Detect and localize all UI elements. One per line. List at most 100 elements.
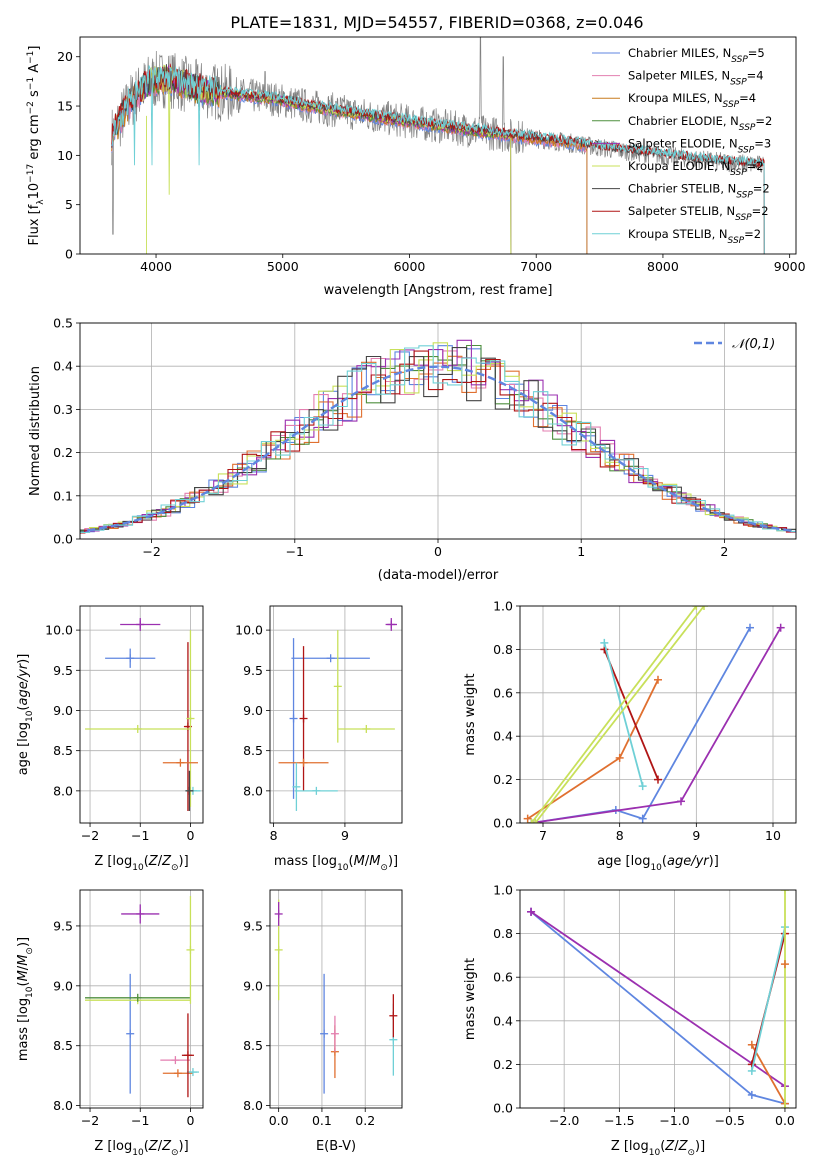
y-tick-label: 9.0: [53, 978, 73, 993]
y-tick-label: 9.0: [53, 703, 73, 718]
y-tick-label: 15: [57, 99, 73, 114]
errorbar-point: [291, 654, 370, 663]
errorbar-point: [289, 638, 298, 799]
x-tick-label: −2: [81, 828, 99, 843]
spectrum-x-axis-label: wavelength [Angstrom, rest frame]: [324, 283, 553, 298]
y-tick-label: 9.5: [53, 918, 73, 933]
legend-entry: Salpeter ELODIE, NSSP=3: [628, 136, 771, 155]
y-tick-label: 0.2: [493, 1057, 513, 1072]
model-line-salpeter-miles: [111, 67, 588, 254]
y-tick-label: 1.0: [493, 883, 513, 898]
errorbar-point: [274, 901, 283, 926]
weight_vs_Z-frame: [519, 889, 797, 1109]
weight_vs_Z-plot-area: [527, 890, 789, 1108]
legend-entry: Salpeter STELIB, NSSP=2: [628, 204, 769, 223]
marker-plus: [654, 675, 662, 684]
weight_vs_Z-x-axis-label: Z [log10(Z/Z⊙)]: [611, 1139, 705, 1158]
marker-plus: [747, 1090, 756, 1099]
residual-histogram-chabrier-miles: [80, 345, 796, 535]
x-tick-label: −1: [131, 828, 149, 843]
spectrum-plot-area: [111, 37, 765, 254]
x-tick-label: 5000: [267, 259, 299, 274]
marker-plus: [746, 623, 754, 632]
x-tick-label: 7000: [520, 259, 552, 274]
marker-plus: [700, 606, 708, 610]
y-tick-label: 8.0: [53, 783, 73, 798]
y-tick-label: 0.3: [53, 402, 73, 417]
weight_vs_age-axes: 7 8 9 10 0.0 0.2 0.4 0.6 0.8 1.0: [493, 599, 796, 843]
errorbar-point: [294, 786, 338, 795]
x-tick-label: 0: [434, 544, 442, 559]
age_vs_Z-axes: −2 −1 0 8.0 8.5 9.0 9.5 10.0: [45, 606, 203, 843]
errorbar-point: [160, 1056, 191, 1065]
marker-plus: [747, 1040, 756, 1049]
errorbar-point: [278, 758, 329, 767]
y-tick-label: 0.0: [493, 1101, 513, 1116]
weight-line-kroupa-elodie: [530, 606, 698, 823]
weight_vs_age-plot-area: [523, 606, 785, 823]
mass_vs_Z-x-axis-label: Z [log10(Z/Z⊙)]: [94, 1139, 188, 1158]
y-tick-label: 0.0: [493, 816, 513, 831]
errorbar-point: [385, 618, 398, 631]
residuals-y-axis-label: Normed distribution: [28, 366, 43, 496]
mass_vs_ebv-x-axis-label: E(B-V): [316, 1139, 356, 1154]
y-tick-label: 20: [57, 49, 73, 64]
errorbar-point: [292, 762, 301, 811]
x-tick-label: 1: [577, 544, 585, 559]
errorbar-point: [186, 1068, 199, 1077]
residuals-axes: −2 −1 0 1 2 0.0 0.1 0.2 0.3 0.4 0.5: [53, 316, 796, 559]
weight-line-kroupa-stelib: [603, 642, 644, 787]
weight_vs_Z-axes: −2.0 −1.5 −1.0 −0.5 0.0 0.0 0.2 0.4 0.6 0.8 1.0: [493, 883, 796, 1128]
marker-plus: [677, 797, 685, 806]
y-tick-label: 0.8: [493, 926, 513, 941]
marker-plus: [527, 907, 536, 916]
weight-line-salpeter-elodie: [530, 911, 786, 1087]
marker-plus: [527, 819, 536, 823]
age_vs_mass-x-axis-label: mass [log10(M/M⊙)]: [274, 854, 398, 873]
weight-line-kroupa-stelib: [750, 926, 786, 1072]
errorbar-point: [320, 973, 329, 1094]
y-tick-label: 8.5: [53, 1038, 73, 1053]
weight_vs_age-y-axis-label: mass weight: [463, 673, 478, 755]
x-tick-label: 7: [539, 828, 547, 843]
y-tick-label: 0.4: [53, 359, 73, 374]
errorbar-point: [105, 648, 156, 668]
y-tick-label: 9.0: [243, 978, 263, 993]
age_vs_Z-x-axis-label: Z [log10(Z/Z⊙)]: [94, 854, 188, 873]
x-tick-label: 0.1: [312, 1113, 332, 1128]
y-tick-label: 0.1: [53, 488, 73, 503]
weight-line-salpeter-stelib: [603, 649, 659, 780]
y-tick-label: 0.0: [53, 532, 73, 547]
legend-entry: Kroupa STELIB, NSSP=2: [628, 227, 761, 246]
age_vs_Z-frame: [79, 605, 204, 824]
x-tick-label: −1.0: [659, 1113, 689, 1128]
x-tick-label: 0.0: [775, 1113, 795, 1128]
marker-plus: [776, 623, 785, 632]
y-tick-label: 8.5: [53, 743, 73, 758]
weight-line-orange: [751, 1044, 786, 1105]
legend-entry: Kroupa ELODIE, NSSP=2: [628, 159, 764, 178]
gaussian-reference-curve: [87, 365, 796, 533]
x-tick-label: 4000: [140, 259, 172, 274]
marker-plus: [747, 1066, 756, 1075]
y-tick-label: 9.5: [243, 918, 263, 933]
y-tick-label: 1.0: [493, 599, 513, 614]
y-tick-label: 8.5: [243, 1038, 263, 1053]
marker-plus: [600, 638, 609, 647]
x-tick-label: −2: [81, 1113, 99, 1128]
y-tick-label: 0: [65, 247, 73, 262]
weight_vs_age-x-axis-label: age [log10(age/yr)]: [597, 854, 719, 873]
legend-entry: 𝒩(0,1): [732, 337, 775, 352]
y-tick-label: 0.8: [493, 642, 513, 657]
errorbar-point: [181, 1013, 194, 1098]
errorbar-point: [85, 724, 191, 733]
figure-title: PLATE=1831, MJD=54557, FIBERID=0368, z=0…: [230, 13, 643, 32]
spectrum-legend: Chabrier MILES, NSSP=5 Salpeter MILES, NS…: [592, 46, 772, 246]
age_vs_mass-axes: 8 9 8.0 8.5 9.0 9.5 10.0: [235, 606, 402, 843]
residuals-frame: [79, 322, 797, 540]
age_vs_Z-y-axis-label: age [log10(age/yr)]: [16, 654, 35, 776]
marker-plus: [638, 814, 647, 823]
age_vs_Z-plot-area: [85, 618, 201, 811]
residuals-plot-area: [80, 339, 796, 535]
errorbar-point: [389, 994, 398, 1038]
